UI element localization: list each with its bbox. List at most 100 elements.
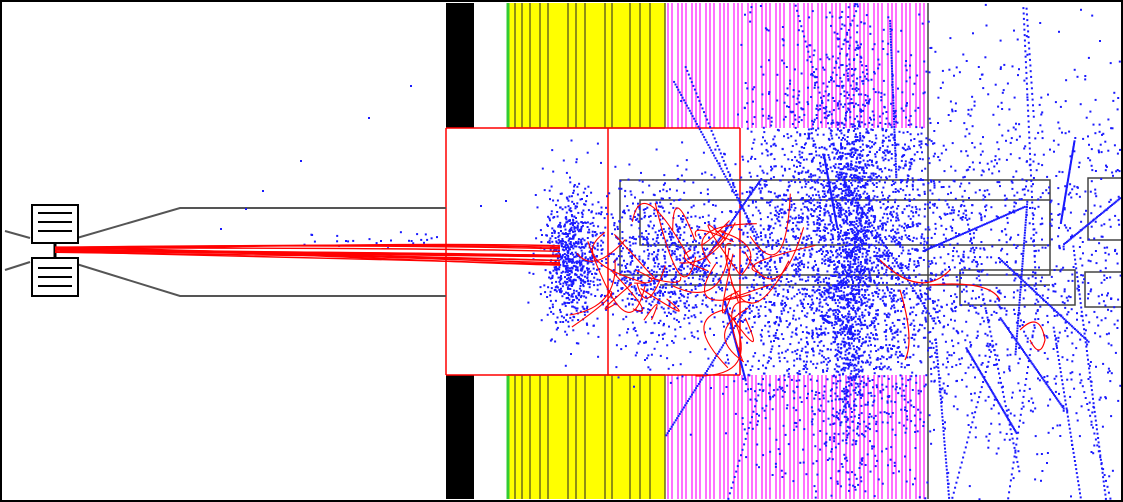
hit-point	[886, 421, 889, 424]
hit-point	[606, 299, 609, 302]
hit-point	[890, 219, 892, 222]
hit-point	[858, 250, 861, 253]
inner-chamber-outline	[445, 127, 741, 376]
hit-point	[848, 331, 851, 334]
hit-point	[683, 305, 686, 308]
hit-point	[807, 86, 809, 89]
hit-point	[570, 260, 573, 263]
hit-point	[866, 192, 869, 195]
hit-point	[842, 282, 845, 285]
hit-point	[552, 269, 555, 272]
hit-point	[861, 432, 863, 435]
hit-point	[834, 392, 837, 395]
hit-point	[843, 390, 846, 393]
hit-point	[644, 295, 647, 298]
hit-point	[919, 242, 922, 245]
hit-point	[891, 332, 894, 335]
hit-point	[909, 252, 912, 255]
hit-point	[856, 266, 859, 268]
hit-point	[617, 376, 620, 379]
hit-point	[557, 276, 560, 279]
hit-point	[856, 235, 858, 238]
hit-point	[897, 289, 900, 292]
hit-point	[846, 162, 849, 165]
hit-point	[577, 292, 580, 294]
hit-point	[590, 191, 593, 194]
hit-point	[941, 243, 944, 246]
hit-point	[757, 308, 760, 311]
hit-point	[923, 246, 926, 249]
hit-point	[856, 432, 858, 435]
hit-point	[847, 358, 849, 361]
hit-point	[806, 331, 808, 334]
hit-point	[825, 199, 828, 202]
hit-point	[567, 320, 570, 323]
hit-point	[837, 149, 839, 152]
hit-point	[583, 313, 586, 316]
hit-point	[917, 194, 920, 196]
hit-point	[847, 367, 850, 370]
hit-point	[629, 255, 632, 258]
hit-point	[721, 242, 724, 245]
hit-point	[600, 294, 603, 297]
hit-point	[663, 311, 666, 314]
hit-point	[813, 318, 815, 321]
hit-point	[600, 252, 603, 255]
hit-point	[848, 483, 851, 486]
hit-point	[628, 283, 631, 286]
hit-point	[752, 248, 755, 251]
hit-point	[901, 263, 904, 266]
hit-point	[619, 179, 622, 182]
hit-point	[652, 270, 655, 273]
hit-point	[786, 273, 789, 276]
hit-point	[839, 156, 842, 159]
hit-point	[579, 247, 582, 250]
hit-point	[828, 223, 831, 226]
hit-point	[829, 249, 832, 252]
hit-point	[845, 381, 848, 384]
hit-point	[850, 407, 853, 410]
hit-point	[858, 417, 860, 419]
hit-point	[845, 283, 848, 286]
hit-point	[741, 250, 744, 253]
hit-point	[844, 214, 847, 217]
hit-point	[715, 241, 718, 244]
hit-point	[859, 330, 861, 333]
hit-point	[604, 226, 607, 229]
hit-point	[631, 321, 634, 324]
hit-point	[971, 161, 974, 164]
hit-point	[846, 136, 849, 138]
hit-point	[623, 276, 626, 279]
hit-point	[862, 82, 865, 85]
hit-point	[813, 275, 816, 278]
hit-point	[621, 237, 624, 240]
hit-point	[840, 294, 843, 297]
hit-point	[840, 298, 843, 301]
hit-point	[849, 333, 851, 335]
hit-point	[553, 249, 556, 252]
hit-point	[691, 306, 694, 309]
hit-point	[569, 279, 572, 282]
hit-point	[835, 60, 838, 63]
hit-point	[659, 354, 662, 357]
hit-point	[857, 244, 860, 247]
hit-point	[851, 239, 854, 242]
hit-point	[867, 401, 869, 404]
hit-point	[833, 288, 836, 291]
hit-point	[572, 292, 575, 295]
hit-point	[798, 116, 801, 119]
hit-point	[805, 473, 808, 476]
hit-point	[891, 385, 894, 388]
hit-point	[847, 380, 850, 383]
hit-point	[818, 154, 821, 157]
hit-point	[825, 205, 828, 208]
hit-point	[576, 269, 579, 272]
hit-point	[850, 163, 853, 166]
hit-point	[885, 223, 887, 226]
hit-point	[661, 248, 664, 251]
hit-point	[841, 398, 844, 401]
hit-point	[864, 104, 867, 107]
hit-point	[581, 266, 584, 269]
hit-point	[839, 204, 842, 207]
hit-point	[876, 287, 879, 290]
